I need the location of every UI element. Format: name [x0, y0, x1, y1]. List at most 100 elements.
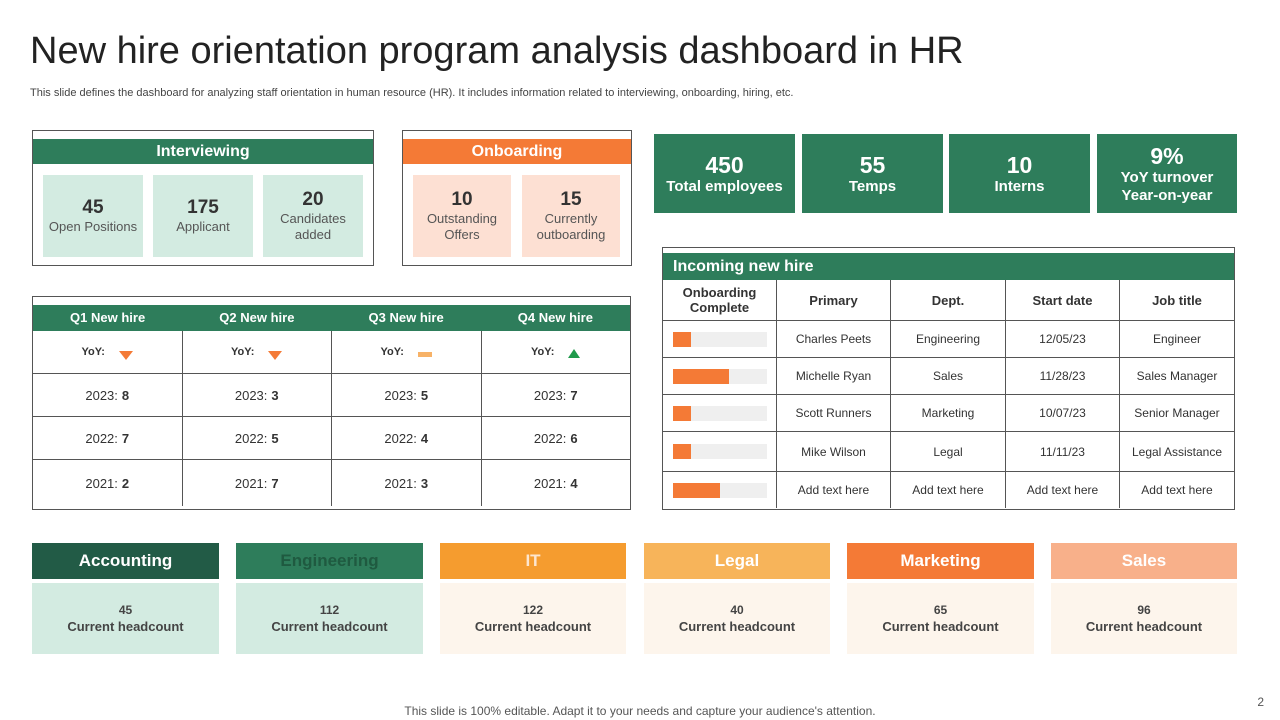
dept-cell: Add text here [891, 472, 1006, 508]
open-positions-label: Open Positions [48, 219, 138, 234]
q3-2023: 2023: 5 [332, 374, 482, 416]
dept-headcount-label: Current headcount [67, 619, 184, 634]
q4-2021: 2021: 4 [533, 475, 578, 491]
kpi-total-employees: 450 Total employees [654, 134, 795, 213]
progress-bar [672, 444, 767, 459]
q2-2023: 2023: 3 [183, 374, 332, 416]
footer-note: This slide is 100% editable. Adapt it to… [404, 704, 876, 718]
dept-legal-body: 40 Current headcount [644, 583, 830, 654]
kpi-value: 10 [1006, 151, 1033, 178]
outstanding-offers-value: 10 [451, 189, 473, 210]
quarter-header-row: Q1 New hire Q2 New hire Q3 New hire Q4 N… [33, 305, 630, 331]
applicant-value: 175 [187, 197, 219, 218]
dept-headcount-value: 122 [522, 603, 544, 617]
interviewing-header: Interviewing [33, 139, 373, 164]
primary-cell: Mike Wilson [777, 432, 891, 471]
applicant-label: Applicant [176, 219, 230, 234]
progress-bar [672, 482, 767, 498]
currently-outboarding-label: Currently outboarding [536, 211, 606, 242]
incoming-new-hire-table: Incoming new hire Onboarding Complete Pr… [662, 247, 1235, 510]
table-row: Add text here Add text here Add text her… [663, 471, 1234, 508]
dept-headcount-label: Current headcount [271, 619, 388, 634]
incoming-grid: Onboarding Complete Primary Dept. Start … [663, 280, 1234, 508]
dept-headcount-value: 65 [933, 603, 948, 617]
open-positions-value: 45 [82, 197, 104, 218]
q1-2021: 2021: 2 [33, 460, 183, 506]
q2-header: Q2 New hire [219, 310, 295, 325]
yoy-label: YoY: [380, 346, 404, 358]
job-title-cell: Add text here [1141, 483, 1213, 497]
job-title-cell: Senior Manager [1134, 406, 1220, 420]
currently-outboarding-card: 15 Currently outboarding [522, 175, 620, 257]
col-job-title: Job title [1152, 292, 1202, 308]
start-date-cell: 12/05/23 [1006, 321, 1120, 357]
progress-fill [672, 368, 729, 384]
q3-yoy: YoY: [332, 331, 482, 373]
primary-cell: Michelle Ryan [777, 358, 891, 394]
progress-fill [672, 405, 692, 421]
q3-header: Q3 New hire [368, 310, 444, 325]
table-row: Charles Peets Engineering 12/05/23 Engin… [663, 320, 1234, 357]
progress-cell [663, 395, 777, 431]
kpi-yoy-turnover: 9% YoY turnover Year-on-year [1097, 134, 1237, 213]
kpi-value: 450 [705, 151, 744, 178]
year-row-2022: 2022: 7 2022: 5 2022: 4 2022: 6 [33, 416, 630, 459]
progress-cell [663, 472, 777, 508]
yoy-label: YoY: [231, 346, 255, 358]
page-number: 2 [1257, 695, 1264, 709]
progress-bar [672, 405, 767, 421]
dept-it-header: IT [440, 543, 626, 579]
trend-up-icon [568, 348, 581, 358]
dept-cell: Legal [891, 432, 1006, 471]
candidates-value: 20 [302, 189, 324, 210]
candidates-label: Candidates added [280, 211, 346, 242]
dept-headcount-label: Current headcount [882, 619, 999, 634]
applicant-card: 175 Applicant [153, 175, 253, 257]
dept-cell: Sales [891, 358, 1006, 394]
dept-headcount-value: 96 [1137, 603, 1151, 617]
job-title-cell: Engineer [1152, 332, 1202, 346]
col-start-date: Start date [1006, 280, 1120, 320]
progress-bar [672, 331, 767, 347]
q4-header: Q4 New hire [517, 310, 593, 325]
progress-fill [672, 444, 692, 459]
dept-accounting-body: 45 Current headcount [32, 583, 219, 654]
interviewing-panel: Interviewing 45 Open Positions 175 Appli… [32, 130, 374, 266]
dept-headcount-label: Current headcount [474, 619, 592, 634]
q2-yoy: YoY: [183, 331, 332, 373]
progress-cell [663, 358, 777, 394]
progress-bar [672, 368, 767, 384]
start-date-cell: 10/07/23 [1006, 395, 1120, 431]
primary-cell: Scott Runners [777, 395, 891, 431]
kpi-value: 9% [1150, 142, 1184, 169]
kpi-label: Total employees [666, 177, 783, 195]
q1-yoy: YoY: [33, 331, 183, 373]
q4-2022: 2022: 6 [533, 430, 578, 446]
page-subtitle: This slide defines the dashboard for ana… [30, 87, 794, 99]
yoy-row: YoY: YoY: YoY: YoY: [33, 331, 630, 373]
dept-sales-header: Sales [1051, 543, 1237, 579]
dept-headcount-label: Current headcount [678, 619, 796, 634]
dept-cell: Marketing [891, 395, 1006, 431]
progress-cell [663, 321, 777, 357]
year-row-2023: 2023: 8 2023: 3 2023: 5 2023: 7 [33, 373, 630, 416]
dept-accounting-header: Accounting [32, 543, 219, 579]
table-row: Scott Runners Marketing 10/07/23 Senior … [663, 394, 1234, 431]
onboarding-panel: Onboarding 10 Outstanding Offers 15 Curr… [402, 130, 632, 266]
job-title-cell: Legal Assistance [1131, 444, 1223, 459]
outstanding-offers-label: Outstanding Offers [426, 211, 498, 242]
yoy-label: YoY: [81, 346, 105, 358]
q4-2023: 2023: 7 [533, 387, 578, 403]
outstanding-offers-card: 10 Outstanding Offers [413, 175, 511, 257]
kpi-temps: 55 Temps [802, 134, 943, 213]
dept-it-body: 122 Current headcount [440, 583, 626, 654]
yoy-label: YoY: [531, 346, 555, 358]
dept-cell: Engineering [891, 321, 1006, 357]
dept-headcount-label: Current headcount [1085, 619, 1203, 634]
year-row-2021: 2021: 2 2021: 7 2021: 3 2021: 4 [33, 459, 630, 506]
dept-headcount-value: 112 [319, 603, 340, 617]
q1-2023: 2023: 8 [33, 374, 183, 416]
q3-2022: 2022: 4 [332, 417, 482, 459]
kpi-label: YoY turnover Year-on-year [1120, 168, 1214, 204]
progress-fill [672, 482, 720, 498]
